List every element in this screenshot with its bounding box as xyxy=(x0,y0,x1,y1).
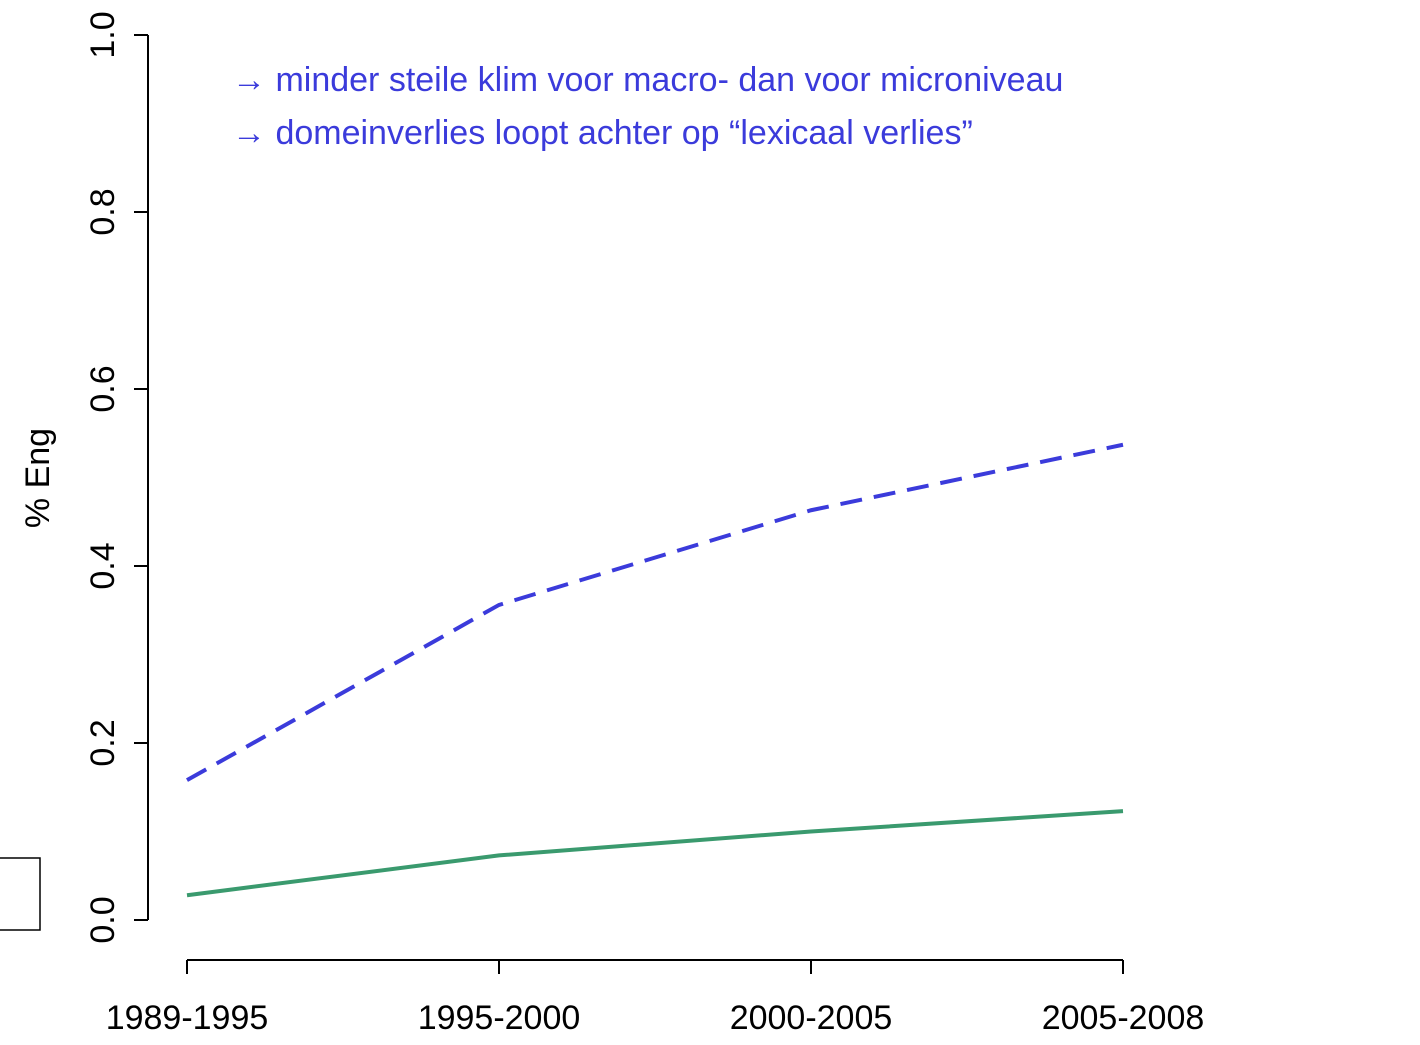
legend-box xyxy=(0,857,41,931)
y-tick-label: 1.0 xyxy=(84,11,122,58)
series-line xyxy=(186,442,1124,782)
y-tick-label: 0.2 xyxy=(84,719,122,766)
x-tick-label: 2000-2005 xyxy=(730,999,893,1037)
x-tick-label: 1989-1995 xyxy=(106,999,269,1037)
y-axis-label: % Eng xyxy=(19,428,57,528)
x-tick-label: 1995-2000 xyxy=(418,999,581,1037)
y-tick-label: 0.0 xyxy=(84,896,122,943)
y-tick-label: 0.6 xyxy=(84,365,122,412)
series-line xyxy=(186,809,1124,898)
y-tick-label: 0.4 xyxy=(84,542,122,589)
x-tick-label: 2005-2008 xyxy=(1042,999,1205,1037)
annotation: → minder steile klim voor macro- dan voo… xyxy=(232,61,1063,99)
y-tick-label: 0.8 xyxy=(84,188,122,235)
annotation: → domeinverlies loopt achter op “lexicaa… xyxy=(232,114,973,152)
